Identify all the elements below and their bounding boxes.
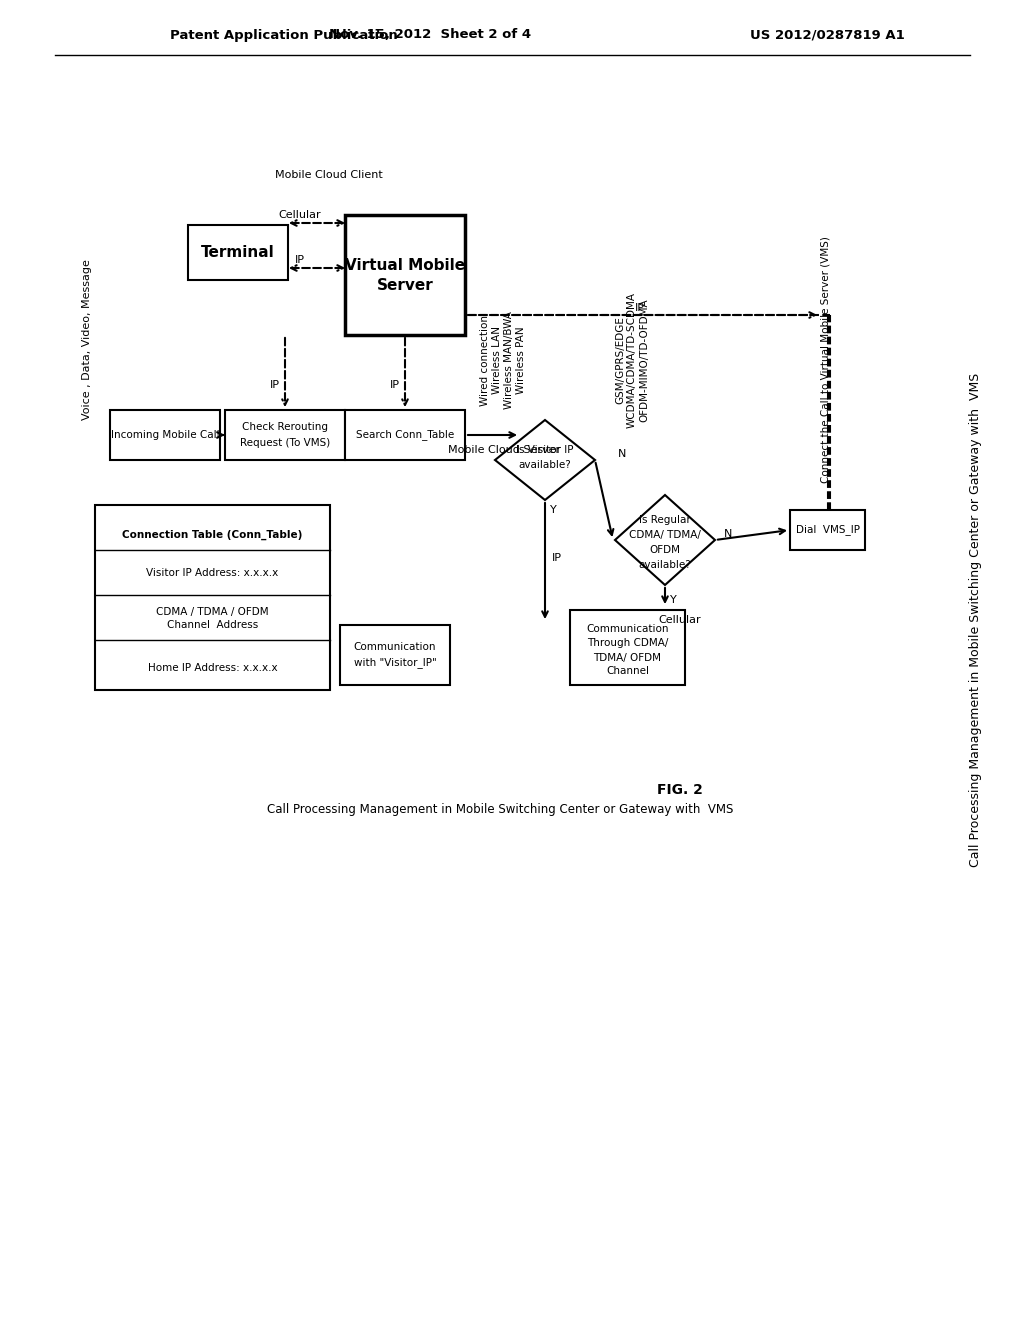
Text: OFDM: OFDM [649, 545, 681, 554]
Text: Dial  VMS_IP: Dial VMS_IP [796, 524, 859, 536]
FancyBboxPatch shape [345, 411, 465, 459]
Text: Visitor IP Address: x.x.x.x: Visitor IP Address: x.x.x.x [146, 568, 279, 578]
Text: IP: IP [390, 380, 400, 389]
Text: Channel: Channel [606, 667, 649, 676]
Text: US 2012/0287819 A1: US 2012/0287819 A1 [750, 29, 905, 41]
FancyBboxPatch shape [570, 610, 685, 685]
Text: FIG. 2: FIG. 2 [657, 783, 702, 797]
Text: available?: available? [518, 459, 571, 470]
Text: Wireless PAN: Wireless PAN [516, 326, 526, 393]
FancyBboxPatch shape [225, 411, 345, 459]
FancyBboxPatch shape [188, 224, 288, 280]
Text: Is Regular: Is Regular [639, 515, 691, 525]
Text: Channel  Address: Channel Address [167, 620, 258, 631]
Text: Nov. 15, 2012  Sheet 2 of 4: Nov. 15, 2012 Sheet 2 of 4 [329, 29, 531, 41]
Text: Y: Y [550, 506, 556, 515]
Text: Through CDMA/: Through CDMA/ [587, 639, 669, 648]
Text: Terminal: Terminal [201, 246, 274, 260]
Text: Mobile Cloud Client: Mobile Cloud Client [275, 170, 383, 180]
Text: Server: Server [377, 277, 433, 293]
Text: available?: available? [639, 560, 691, 570]
Text: N: N [617, 449, 627, 459]
Text: IP: IP [635, 304, 645, 313]
Text: Request (To VMS): Request (To VMS) [240, 438, 330, 447]
Text: Cellular: Cellular [658, 615, 701, 624]
Text: IP: IP [270, 380, 280, 389]
Text: Wireless LAN: Wireless LAN [492, 326, 502, 393]
Text: N: N [724, 529, 732, 539]
Text: Call Processing Management in Mobile Switching Center or Gateway with  VMS: Call Processing Management in Mobile Swi… [267, 804, 733, 817]
Text: Wired connection: Wired connection [480, 314, 490, 405]
Text: Connect the Call to Virtual Mobile Server (VMS): Connect the Call to Virtual Mobile Serve… [820, 236, 830, 483]
Text: TDMA/ OFDM: TDMA/ OFDM [594, 652, 662, 663]
Polygon shape [615, 495, 715, 585]
Text: with "Visitor_IP": with "Visitor_IP" [353, 657, 436, 668]
Text: OFDM-MIMO/TD-OFDMA: OFDM-MIMO/TD-OFDMA [639, 298, 649, 422]
Text: Communication: Communication [587, 624, 669, 635]
Text: Call Processing Management in Mobile Switching Center or Gateway with  VMS: Call Processing Management in Mobile Swi… [969, 372, 981, 867]
Text: WCDMA/CDMA/TD-SCDMA: WCDMA/CDMA/TD-SCDMA [627, 292, 637, 428]
Text: Communication: Communication [353, 642, 436, 652]
FancyBboxPatch shape [95, 506, 330, 690]
Text: Home IP Address: x.x.x.x: Home IP Address: x.x.x.x [147, 663, 278, 673]
FancyBboxPatch shape [790, 510, 865, 550]
Text: Search Conn_Table: Search Conn_Table [356, 429, 454, 441]
Text: Wireless MAN/BWA: Wireless MAN/BWA [504, 312, 514, 409]
Text: IP: IP [295, 255, 305, 265]
Text: Incoming Mobile Call: Incoming Mobile Call [111, 430, 219, 440]
Text: Virtual Mobile: Virtual Mobile [345, 257, 465, 272]
Text: Voice , Data, Video, Message: Voice , Data, Video, Message [82, 260, 92, 421]
FancyBboxPatch shape [345, 215, 465, 335]
Text: Is Visitor IP: Is Visitor IP [516, 445, 573, 455]
Polygon shape [495, 420, 595, 500]
Text: Patent Application Publication: Patent Application Publication [170, 29, 397, 41]
Text: Check Rerouting: Check Rerouting [242, 422, 328, 432]
Text: Cellular: Cellular [279, 210, 322, 220]
Text: IP: IP [552, 553, 562, 564]
Text: CDMA / TDMA / OFDM: CDMA / TDMA / OFDM [157, 606, 269, 616]
FancyBboxPatch shape [340, 624, 450, 685]
Text: Connection Table (Conn_Table): Connection Table (Conn_Table) [122, 529, 303, 540]
Text: CDMA/ TDMA/: CDMA/ TDMA/ [629, 531, 701, 540]
FancyBboxPatch shape [110, 411, 220, 459]
Text: GSM/GPRS/EDGE: GSM/GPRS/EDGE [615, 315, 625, 404]
Text: Mobile Cloud Server: Mobile Cloud Server [449, 445, 560, 455]
Text: Y: Y [670, 595, 677, 605]
